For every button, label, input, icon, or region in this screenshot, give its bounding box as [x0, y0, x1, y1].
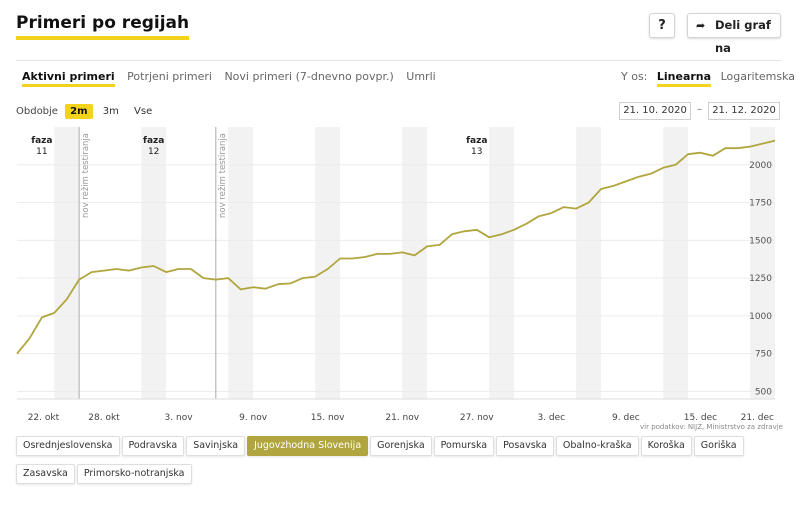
metric-tabs: Aktivni primeri Potrjeni primeri Novi pr… [22, 70, 445, 87]
y-tick-label: 750 [755, 350, 772, 360]
x-tick-label: 9. nov [239, 413, 268, 423]
source-note: vir podatkov: NIJZ, Ministrstvo za zdrav… [640, 423, 783, 431]
tab-active-cases[interactable]: Aktivni primeri [22, 70, 115, 87]
weekend-band [576, 127, 602, 399]
phase-label: faza [466, 136, 487, 146]
testing-regime-label: nov režim testiranja [81, 133, 91, 218]
y-tick-label: 1500 [749, 236, 772, 246]
y-axis-linear-option[interactable]: Linearna [656, 70, 712, 87]
share-arrow-icon: ➦ [696, 19, 706, 32]
series-line [16, 139, 776, 355]
period-2m-button[interactable]: 2m [65, 104, 93, 119]
tab-confirmed-cases[interactable]: Potrjeni primeri [127, 70, 212, 83]
y-tick-label: 500 [755, 387, 772, 397]
phase-label: faza [31, 136, 52, 146]
region-button-koroska[interactable]: Koroška [640, 436, 692, 456]
date-to-input[interactable]: 21. 12. 2020 [708, 102, 780, 120]
region-button-jugovzhodna-slovenija[interactable]: Jugovzhodna Slovenija [247, 436, 369, 456]
x-tick-label: 22. okt [28, 413, 60, 423]
y-tick-label: 1250 [749, 274, 772, 284]
region-button-podravska[interactable]: Podravska [121, 436, 185, 456]
period-selector: Obdobje 2m 3m Vse [16, 104, 159, 119]
share-button[interactable]: ➦ Deli graf na [687, 13, 781, 55]
tab-new-cases[interactable]: Novi primeri (7-dnevno povpr.) [224, 70, 394, 83]
region-button-pomurska[interactable]: Pomurska [433, 436, 495, 456]
date-from-input[interactable]: 21. 10. 2020 [619, 102, 691, 120]
page-title: Primeri po regijah [16, 12, 190, 40]
y-tick-label: 2000 [749, 161, 772, 171]
region-button-zasavska[interactable]: Zasavska [16, 464, 75, 484]
region-selector: Osrednjeslovenska Podravska Savinjska Jugov… [16, 433, 776, 489]
phase-number: 12 [148, 147, 159, 157]
date-separator: – [697, 104, 702, 115]
x-tick-label: 9. dec [612, 413, 640, 423]
region-button-savinjska[interactable]: Savinjska [186, 436, 246, 456]
region-button-posavska[interactable]: Posavska [496, 436, 554, 456]
share-button-label: Deli graf na [715, 18, 771, 55]
x-tick-label: 15. dec [684, 413, 717, 423]
y-axis-log-option[interactable]: Logaritemska [720, 70, 795, 83]
x-tick-label: 21. dec [741, 413, 774, 423]
phase-number: 11 [36, 147, 47, 157]
period-label: Obdobje [16, 106, 58, 117]
period-3m-button[interactable]: 3m [102, 106, 119, 117]
y-tick-label: 1000 [749, 312, 772, 322]
y-tick-label: 1750 [749, 199, 772, 209]
x-tick-label: 3. nov [165, 413, 194, 423]
weekend-band [489, 127, 515, 399]
y-axis-label: Y os: [621, 70, 648, 83]
weekend-band [54, 127, 80, 399]
help-button[interactable]: ? [649, 13, 675, 38]
phase-number: 13 [471, 147, 482, 157]
region-button-goriska[interactable]: Goriška [693, 436, 744, 456]
testing-regime-label: nov režim testiranja [218, 133, 228, 218]
line-chart: 500 750 1000 1250 1500 1750 2000 nov režim test… [16, 127, 776, 423]
y-axis-switch: Y os: Linearna Logaritemska [621, 70, 800, 87]
x-tick-label: 27. nov [460, 413, 494, 423]
x-tick-label: 28. okt [88, 413, 120, 423]
weekend-band [141, 127, 167, 399]
weekend-band [315, 127, 341, 399]
tab-deaths[interactable]: Umrli [406, 70, 436, 83]
region-button-obalno-kraska[interactable]: Obalno-kraška [555, 436, 639, 456]
weekend-band [402, 127, 428, 399]
phase-label: faza [143, 136, 164, 146]
header-divider [16, 60, 781, 61]
x-tick-label: 21. nov [385, 413, 419, 423]
region-button-osrednjeslovenska[interactable]: Osrednjeslovenska [16, 436, 120, 456]
period-all-button[interactable]: Vse [134, 106, 153, 117]
x-tick-label: 15. nov [311, 413, 345, 423]
weekend-band [228, 127, 254, 399]
x-tick-label: 3. dec [537, 413, 565, 423]
region-button-primorsko-notranjska[interactable]: Primorsko-notranjska [76, 464, 192, 484]
region-button-gorenjska[interactable]: Gorenjska [370, 436, 432, 456]
